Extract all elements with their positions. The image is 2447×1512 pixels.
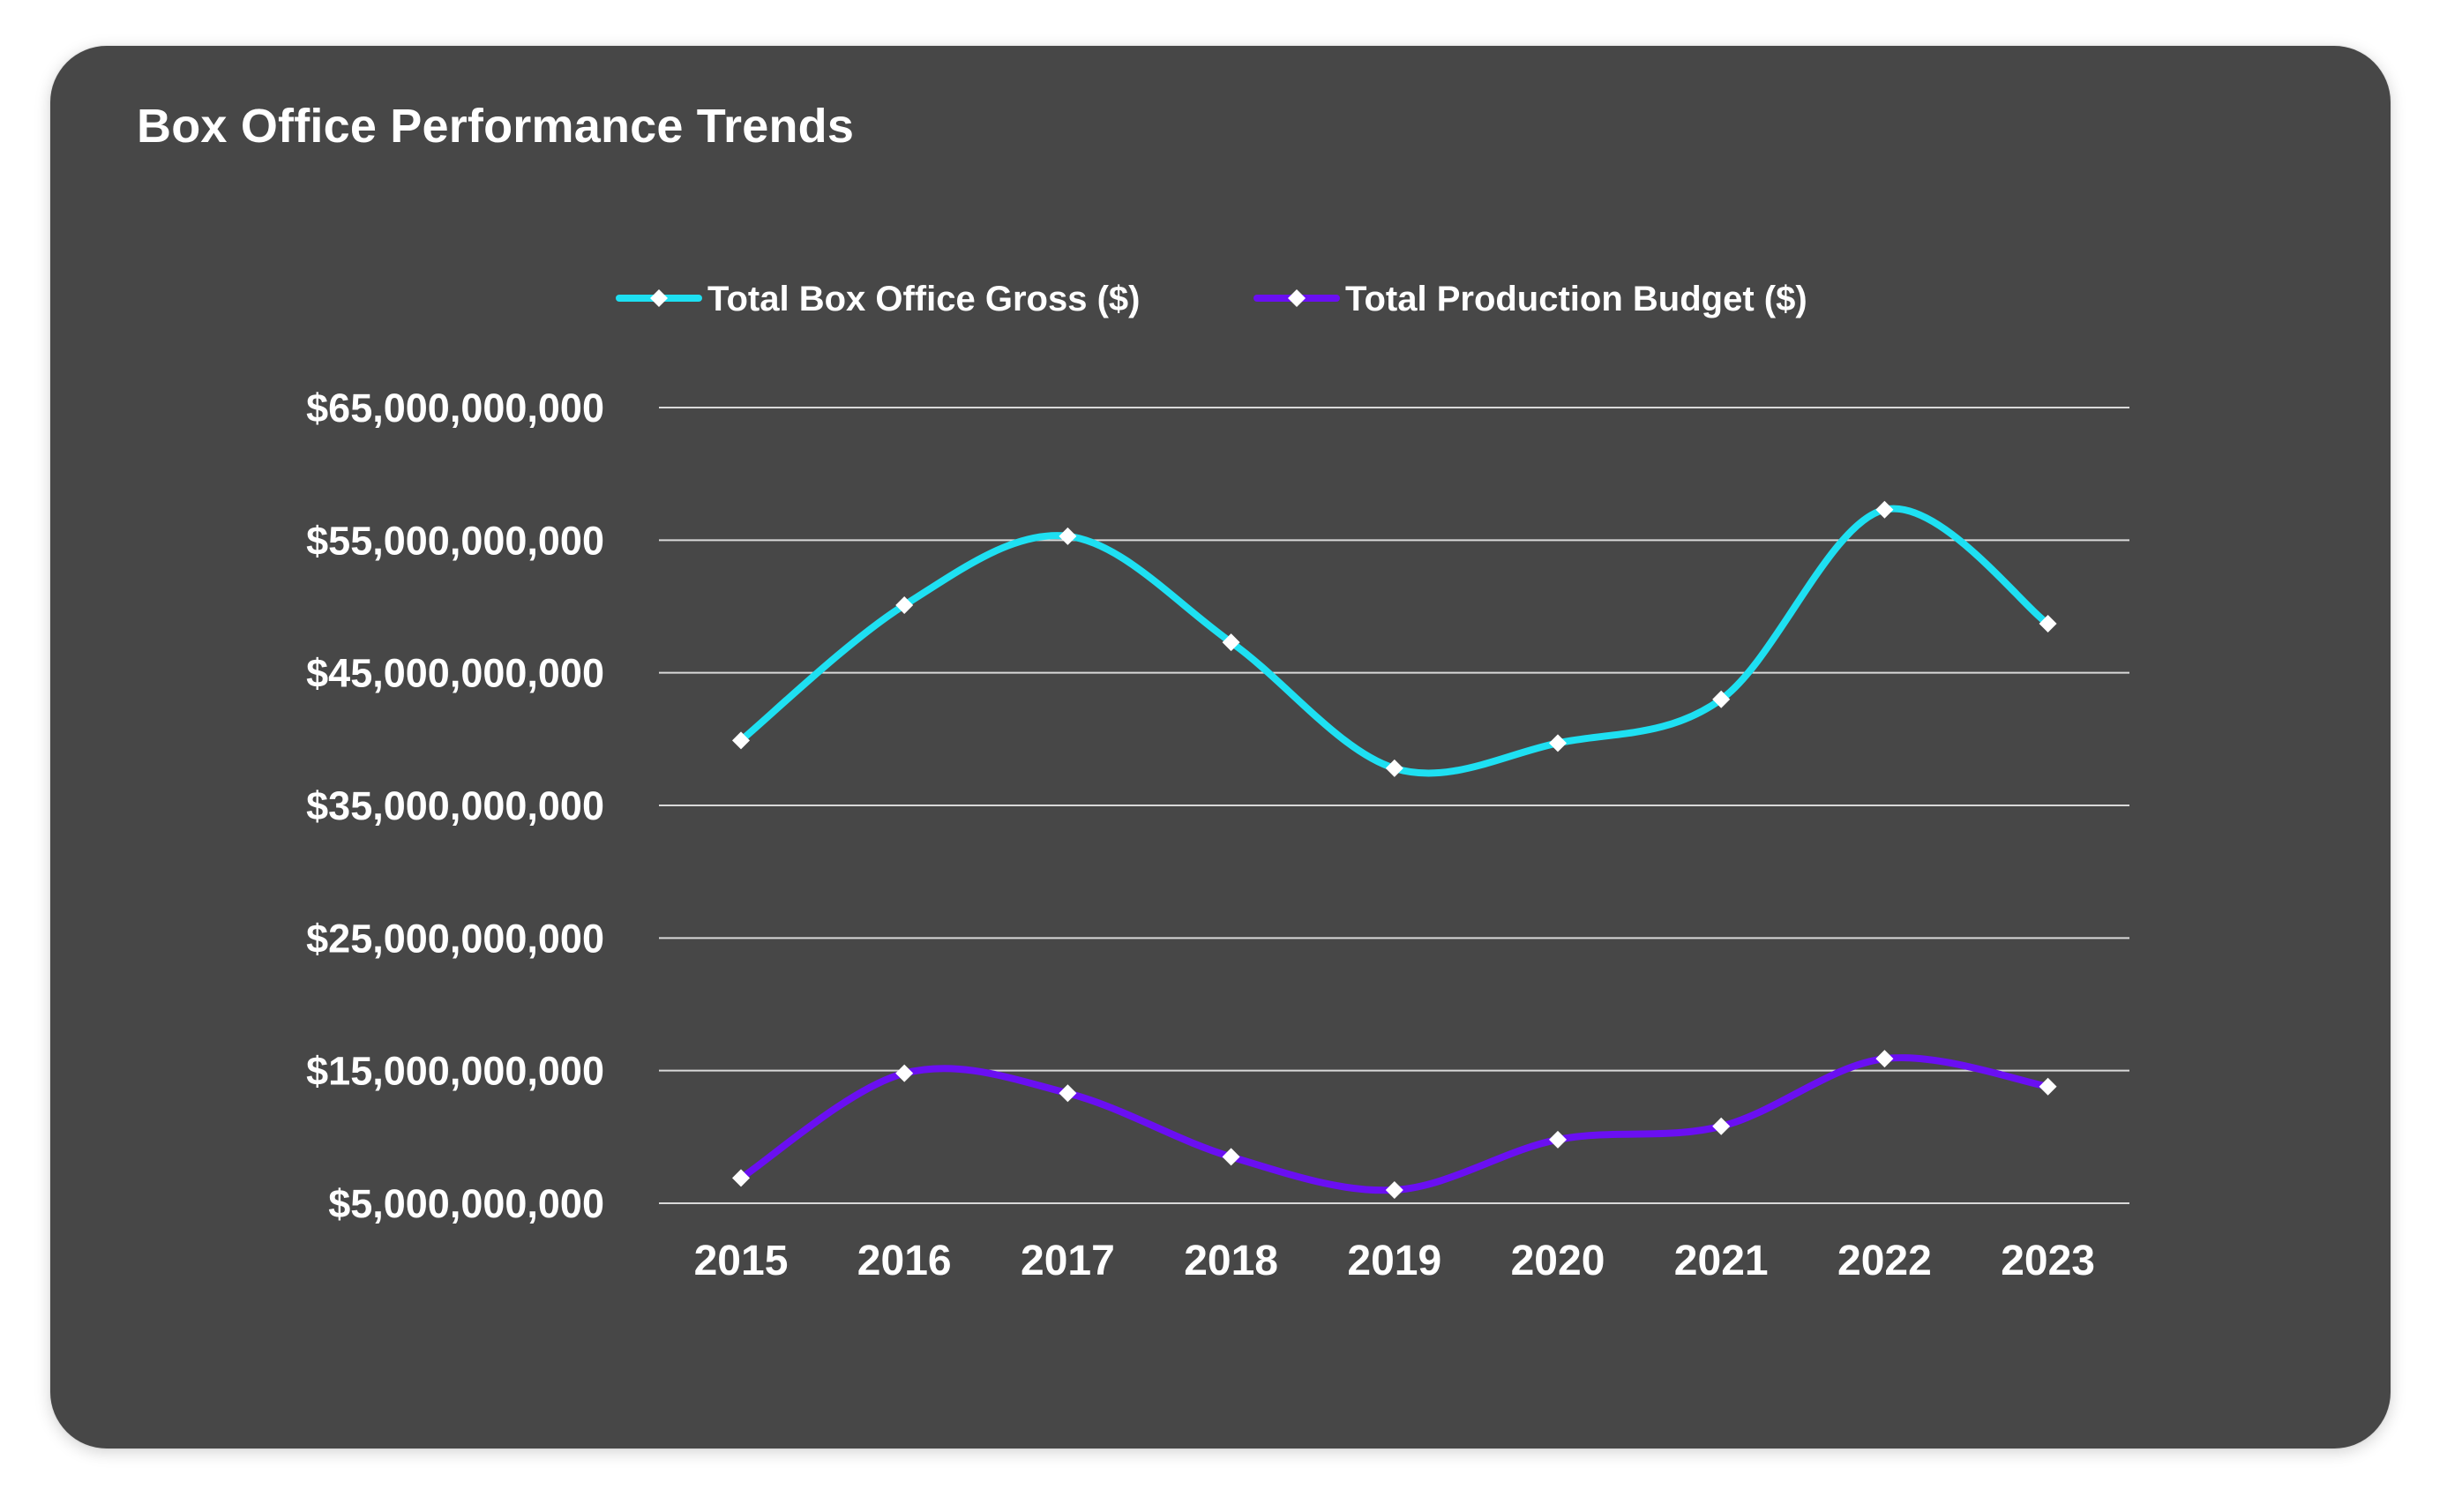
x-tick-label: 2023	[2001, 1238, 2095, 1284]
legend-item: Total Production Budget ($)	[1253, 280, 1807, 318]
data-point-marker	[2039, 615, 2057, 633]
legend-label: Total Production Budget ($)	[1345, 280, 1807, 318]
data-point-marker	[1712, 1117, 1731, 1135]
y-tick-label: $65,000,000,000	[306, 385, 604, 430]
legend: Total Box Office Gross ($) Total Producti…	[616, 280, 1807, 318]
data-point-marker	[1875, 1050, 1894, 1068]
y-tick-label: $15,000,000,000	[306, 1049, 604, 1094]
x-tick-label: 2018	[1184, 1238, 1278, 1284]
y-tick-label: $5,000,000,000	[328, 1181, 604, 1226]
data-point-marker	[1875, 500, 1894, 519]
data-point-marker	[1222, 1148, 1240, 1166]
data-point-marker	[895, 1064, 914, 1082]
data-point-marker	[1549, 734, 1567, 752]
legend-diamond-marker	[650, 289, 668, 307]
series-line-1	[737, 505, 2052, 777]
data-point-marker	[1385, 1180, 1403, 1199]
data-point-marker	[732, 1169, 750, 1187]
legend-label: Total Box Office Gross ($)	[707, 280, 1140, 318]
x-tick-label: 2017	[1021, 1238, 1115, 1284]
data-point-marker	[1712, 690, 1731, 708]
series-line-2	[737, 1054, 2052, 1194]
y-tick-label: $25,000,000,000	[306, 916, 604, 961]
y-tick-label: $45,000,000,000	[306, 651, 604, 696]
chart-card: Box Office Performance Trends Total Box …	[50, 46, 2391, 1448]
y-tick-label: $55,000,000,000	[306, 518, 604, 563]
chart-title: Box Office Performance Trends	[137, 100, 855, 153]
data-point-marker	[1059, 1084, 1077, 1103]
data-point-marker	[1549, 1130, 1567, 1149]
data-point-marker	[732, 731, 750, 750]
data-point-marker	[895, 595, 914, 614]
data-point-marker	[1385, 759, 1403, 777]
data-point-marker	[1059, 527, 1077, 545]
legend-item: Total Box Office Gross ($)	[616, 280, 1140, 318]
x-tick-label: 2015	[694, 1238, 789, 1284]
x-tick-label: 2019	[1347, 1238, 1441, 1284]
y-tick-label: $35,000,000,000	[306, 783, 604, 828]
x-tick-label: 2020	[1511, 1238, 1605, 1284]
y-axis: $65,000,000,000 $55,000,000,000 $45,000,00…	[306, 385, 604, 1226]
x-axis: 2015 2016 2017 2018 2019 2020 2021 2022 2023	[694, 1238, 2095, 1284]
data-markers	[732, 500, 2057, 1199]
line-chart: Total Box Office Gross ($) Total Producti…	[306, 280, 2129, 1284]
x-tick-label: 2021	[1674, 1238, 1769, 1284]
x-tick-label: 2016	[857, 1238, 952, 1284]
x-tick-label: 2022	[1837, 1238, 1932, 1284]
data-point-marker	[2039, 1077, 2057, 1096]
series-lines	[737, 505, 2052, 1194]
legend-diamond-marker	[1288, 289, 1306, 307]
data-point-marker	[1222, 633, 1240, 652]
